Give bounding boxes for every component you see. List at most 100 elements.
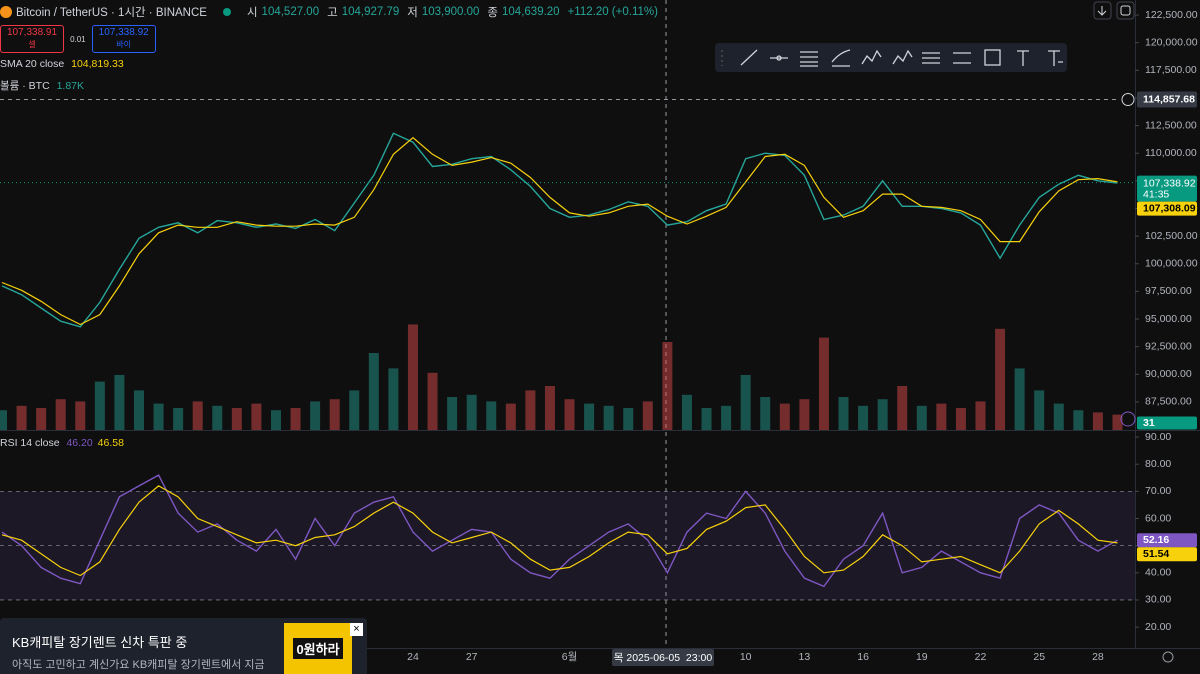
volume-bar (388, 368, 399, 430)
ohlc-value: 104,639.20 (502, 6, 560, 18)
volume-bar (564, 399, 575, 430)
rsi-ma-last-label: 51.54 (1143, 548, 1169, 560)
volume-bar (818, 337, 829, 430)
last-price-box (1137, 175, 1197, 202)
volume-bar (114, 375, 125, 430)
volume-bar (603, 405, 614, 430)
volume-bar (0, 410, 7, 430)
volume-bar (525, 390, 536, 430)
y-tick-label: 30.00 (1145, 594, 1171, 606)
volume-bar (270, 410, 281, 430)
buy-price: 107,338.92 (98, 27, 149, 38)
y-tick-label: 20.00 (1145, 621, 1171, 633)
volume-last-label: 31 (1143, 417, 1155, 429)
market-status (222, 8, 231, 16)
y-tick-label: 80.00 (1145, 458, 1171, 470)
y-tick-label: 70.00 (1145, 485, 1171, 497)
volume-bar (173, 408, 184, 430)
x-tick-label: 16 (857, 651, 869, 663)
rsi-name: RSI 14 close (0, 437, 60, 449)
ohlc-label: 고 (327, 7, 338, 19)
volume-legend: 볼륨 · BTC 1.87K (0, 78, 84, 93)
fullscreen-button[interactable] (1116, 1, 1135, 20)
sell-button[interactable]: 107,338.91 셀 (0, 25, 65, 53)
y-tick-label: 100,000.00 (1145, 258, 1198, 270)
rsi-value: 46.20 (66, 437, 93, 449)
volume-bar (1053, 403, 1064, 430)
volume-bar (251, 403, 262, 430)
sma-last-label: 107,308.09 (1143, 202, 1196, 214)
buy-button[interactable]: 107,338.92 바이 (91, 25, 156, 53)
x-tick-label: 22 (975, 651, 987, 663)
drawing-toolbar (715, 43, 1067, 72)
volume-bar (153, 403, 164, 430)
volume-bar (838, 397, 849, 430)
sma-legend: SMA 20 close 104,819.33 (0, 58, 124, 70)
volume-value: 1.87K (56, 80, 85, 92)
y-tick-label: 110,000.00 (1145, 147, 1197, 159)
y-tick-label: 60.00 (1145, 512, 1171, 524)
volume-bar (799, 399, 810, 430)
x-tick-label: 10 (740, 651, 752, 663)
volume-bar (290, 408, 301, 430)
ohlc-value: 103,900.00 (421, 6, 480, 18)
volume-bar (1014, 368, 1025, 430)
rsi-ma-value: 46.58 (97, 437, 124, 449)
ohlc-value: 104,527.00 (261, 6, 320, 18)
volume-bar (995, 328, 1006, 430)
price-change: +112.20 (+0.11%) (567, 6, 658, 18)
y-tick-label: 122,500.00 (1145, 9, 1198, 21)
ad-banner[interactable]: KB캐피탈 장기렌트 신차 특판 중 아직도 고민하고 계신가요 KB캐피탈 장… (0, 618, 367, 674)
crosshair-time-box (612, 649, 714, 666)
coin-icon (0, 6, 12, 18)
ad-close[interactable]: × (350, 623, 363, 636)
ohlc-label: 시 (246, 7, 258, 19)
y-tick-label: 117,500.00 (1145, 64, 1197, 76)
top-right-buttons[interactable] (1093, 1, 1135, 20)
rsi-last-label: 52.16 (1143, 534, 1169, 546)
volume-bar (779, 403, 790, 430)
y-tick-label: 102,500.00 (1145, 230, 1198, 242)
y-tick-label: 120,000.00 (1145, 36, 1198, 48)
buy-label: 바이 (116, 40, 132, 49)
volume-bar (36, 408, 47, 430)
volume-bar (447, 397, 458, 430)
download-button[interactable] (1093, 1, 1112, 20)
crosshair-price-box (1137, 91, 1197, 108)
rsi-last-label-box (1137, 533, 1197, 548)
volume-bar (681, 394, 692, 430)
volume-bar (407, 324, 418, 430)
last-price-label: 107,338.92 (1143, 177, 1196, 189)
volume-bar (133, 390, 144, 430)
ad-image: 0원하라 (284, 623, 352, 674)
volume-bar (310, 401, 321, 430)
settings-icon[interactable] (1162, 651, 1174, 663)
volume-bar (368, 353, 379, 430)
volume-bar (505, 403, 516, 430)
x-tick-label: 19 (916, 651, 928, 663)
volume-bar (721, 405, 732, 430)
sma-value: 104,819.33 (71, 58, 124, 70)
volume-bar (897, 386, 908, 430)
alert-icon (1120, 411, 1136, 427)
volume-bar (975, 401, 986, 430)
x-tick-label: 25 (1033, 651, 1045, 663)
sell-label: 셀 (28, 40, 36, 49)
ohlc-value: 104,927.79 (341, 6, 400, 18)
volume-bar (955, 408, 966, 430)
x-tick-label: 28 (1092, 651, 1104, 663)
volume-bar (916, 405, 927, 430)
volume-name: 볼륨 · BTC (0, 80, 50, 92)
volume-bar (877, 399, 888, 430)
volume-bar (584, 403, 595, 430)
fullscreen-icon (1120, 5, 1131, 16)
ad-text: 아직도 고민하고 계신가요 KB캐피탈 장기렌트에서 지금 (12, 659, 265, 671)
volume-bar (466, 394, 477, 430)
series-line (1, 485, 1118, 577)
rsi-ma-last-label-box (1137, 547, 1197, 562)
volume-bar (642, 401, 653, 430)
volume-bar (760, 397, 771, 430)
ohlc-label: 저 (407, 7, 418, 19)
volume-bar (349, 390, 360, 430)
